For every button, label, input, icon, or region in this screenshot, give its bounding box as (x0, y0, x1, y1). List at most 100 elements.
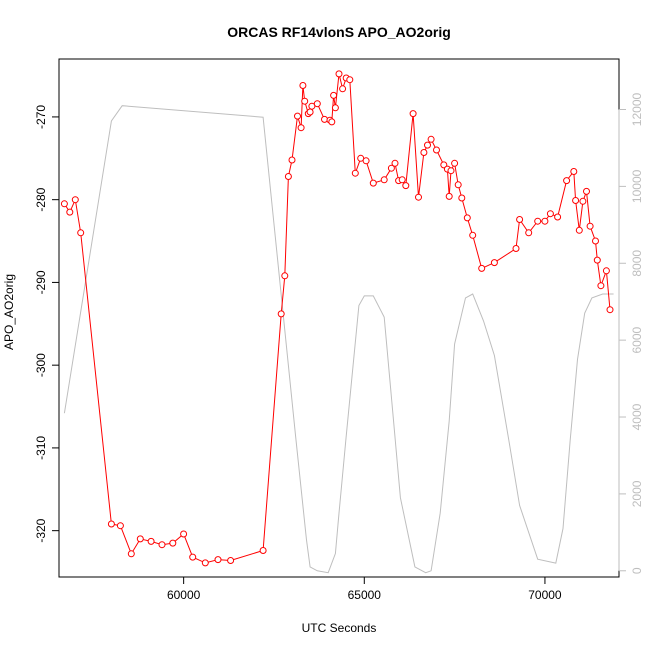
data-point (60, 200, 68, 208)
data-point (447, 167, 455, 175)
data-point (380, 176, 388, 184)
chart-title: ORCAS RF14vlonS APO_AO2orig (227, 24, 451, 40)
data-point (301, 97, 309, 105)
data-point (147, 537, 155, 545)
data-point (398, 176, 406, 184)
data-point (189, 553, 197, 561)
data-point (288, 156, 296, 164)
x-tick-label: 65000 (348, 588, 382, 602)
data-point (597, 282, 605, 290)
data-point (306, 108, 314, 116)
data-point (534, 217, 542, 225)
data-point (339, 85, 347, 93)
data-point (299, 82, 307, 89)
data-point (335, 70, 343, 78)
data-point (469, 231, 477, 239)
data-point (107, 520, 115, 528)
data-point (331, 104, 339, 112)
data-point (478, 264, 486, 272)
y-tick-label: -270 (34, 105, 48, 129)
x-axis: 60000 65000 70000 (167, 577, 562, 602)
data-point (424, 141, 431, 149)
data-point (387, 164, 395, 172)
data-point (346, 76, 354, 84)
y2-tick-label: 10000 (630, 169, 644, 203)
data-point (575, 226, 583, 234)
series-right-layer (63, 105, 614, 574)
data-point (277, 310, 285, 318)
data-point (420, 149, 428, 156)
data-point (116, 522, 124, 530)
data-point (71, 196, 79, 204)
data-point (297, 124, 305, 132)
data-point (525, 229, 533, 237)
y2-tick-label: 8000 (630, 250, 644, 277)
data-point (583, 187, 590, 195)
data-point (201, 559, 209, 567)
data-point (330, 91, 338, 99)
y-axis-left: -320 -310 -300 -290 -280 -270 (34, 105, 59, 543)
data-point (284, 173, 292, 180)
series-line-right (63, 105, 614, 574)
data-point (214, 556, 222, 564)
data-point (433, 146, 440, 154)
data-point (602, 267, 610, 275)
y-tick-label: -290 (34, 270, 48, 294)
data-point (451, 159, 459, 167)
data-point (579, 197, 587, 205)
data-point (294, 112, 301, 120)
data-point (369, 179, 377, 187)
y-tick-label: -300 (34, 353, 48, 377)
y-tick-label: -280 (34, 187, 48, 211)
data-point (463, 214, 471, 222)
data-point (516, 216, 524, 223)
data-point (454, 181, 462, 189)
data-point (313, 100, 321, 108)
data-point (180, 530, 188, 538)
data-point (77, 229, 85, 237)
data-point (593, 256, 601, 264)
y-tick-label: -310 (34, 436, 48, 460)
series-left-layer (60, 70, 614, 567)
data-point (570, 168, 578, 175)
data-point (554, 213, 562, 221)
y2-tick-label: 4000 (630, 403, 644, 430)
x-axis-label: UTC Seconds (302, 621, 377, 635)
data-point (328, 118, 336, 126)
data-point (572, 197, 580, 204)
y2-tick-label: 12000 (630, 93, 644, 127)
data-point (512, 245, 520, 252)
y2-tick-label: 6000 (630, 326, 644, 353)
data-point (541, 217, 549, 225)
data-point (606, 306, 614, 314)
data-point (490, 259, 498, 267)
data-point (127, 550, 135, 558)
y-axis-right: 0 2000 4000 6000 8000 10000 12000 (618, 93, 644, 574)
data-point (158, 541, 166, 549)
data-point (227, 557, 235, 564)
data-point (427, 135, 435, 143)
y2-tick-label: 0 (630, 567, 644, 574)
data-point (169, 539, 177, 547)
data-point (281, 272, 289, 280)
data-point (546, 210, 554, 218)
data-point (563, 177, 571, 185)
data-point (362, 157, 370, 165)
data-point (458, 194, 466, 202)
data-point (592, 237, 599, 245)
y-tick-label: -320 (34, 518, 48, 542)
data-point (409, 110, 417, 118)
data-point (259, 547, 267, 554)
x-tick-label: 60000 (167, 588, 201, 602)
data-point (415, 193, 422, 201)
y2-tick-label: 2000 (630, 480, 644, 507)
data-point (66, 208, 74, 216)
y-axis-label: APO_AO2orig (2, 274, 16, 350)
data-point (445, 192, 453, 200)
data-point (351, 169, 359, 177)
data-point (391, 159, 399, 167)
data-point (586, 222, 594, 230)
